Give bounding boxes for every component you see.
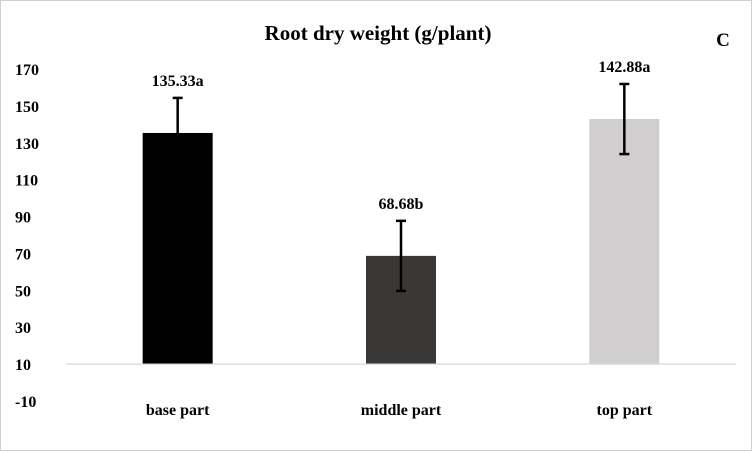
y-tick-label: 150 <box>15 99 39 116</box>
x-axis-labels: base part middle part top part <box>146 402 653 419</box>
y-tick-label: 130 <box>15 136 39 153</box>
y-tick-label: -10 <box>15 394 36 411</box>
bars <box>142 119 660 365</box>
data-label: 68.68b <box>379 196 424 213</box>
y-tick-label: 90 <box>15 210 31 227</box>
y-axis-ticks: 170 150 130 110 90 70 50 30 10 -10 <box>15 62 39 411</box>
bar <box>142 132 213 365</box>
x-category-label: top part <box>597 402 653 419</box>
chart-title: Root dry weight (g/plant) <box>265 21 492 45</box>
y-tick-label: 70 <box>15 246 31 263</box>
y-tick-label: 110 <box>15 173 38 190</box>
panel-label: C <box>716 30 730 51</box>
y-tick-label: 30 <box>15 320 31 337</box>
x-category-label: base part <box>146 402 210 419</box>
y-tick-label: 50 <box>15 283 31 300</box>
error-bars <box>172 82 630 293</box>
y-tick-label: 170 <box>15 62 39 79</box>
error-bar <box>172 96 183 170</box>
y-tick-label: 10 <box>15 357 31 374</box>
bar <box>589 119 660 365</box>
error-bar <box>619 82 630 156</box>
error-bar <box>396 219 406 293</box>
data-labels: 135.33a 68.68b 142.88a <box>152 59 651 213</box>
x-category-label: middle part <box>361 402 442 419</box>
data-label: 135.33a <box>152 73 204 90</box>
data-label: 142.88a <box>598 59 650 76</box>
